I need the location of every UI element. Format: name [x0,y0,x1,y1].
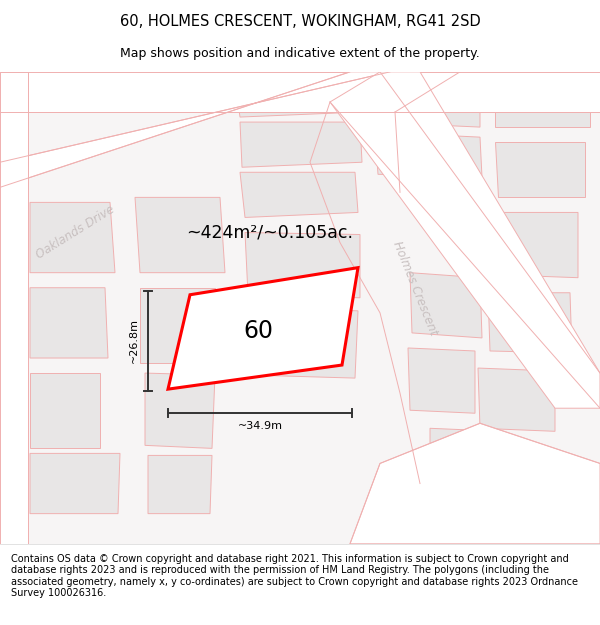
Polygon shape [495,82,590,127]
Polygon shape [478,368,555,431]
Polygon shape [488,292,572,353]
Polygon shape [30,453,120,514]
Polygon shape [135,198,225,272]
Text: ~26.8m: ~26.8m [129,319,139,364]
Text: Holmes Crescent: Holmes Crescent [390,239,440,337]
Polygon shape [410,272,482,338]
Polygon shape [235,82,360,117]
Polygon shape [148,456,212,514]
Text: 60: 60 [243,319,273,343]
Polygon shape [30,373,100,448]
Text: ~34.9m: ~34.9m [238,421,283,431]
Polygon shape [370,82,480,127]
Polygon shape [250,308,358,378]
Polygon shape [30,82,120,107]
Polygon shape [30,202,115,272]
Polygon shape [0,72,28,544]
Polygon shape [350,423,600,544]
Polygon shape [0,72,390,188]
Polygon shape [330,72,600,408]
Text: ~424m²/~0.105ac.: ~424m²/~0.105ac. [187,224,353,241]
Text: Oaklands Drive: Oaklands Drive [34,203,116,262]
Polygon shape [245,232,360,298]
Polygon shape [492,213,578,278]
Polygon shape [240,122,362,168]
Polygon shape [140,288,215,363]
Polygon shape [408,348,475,413]
Polygon shape [375,132,482,178]
Polygon shape [0,72,600,112]
Polygon shape [430,428,500,489]
Polygon shape [495,142,585,198]
Polygon shape [130,82,215,102]
Text: 60, HOLMES CRESCENT, WOKINGHAM, RG41 2SD: 60, HOLMES CRESCENT, WOKINGHAM, RG41 2SD [119,14,481,29]
Polygon shape [0,72,600,544]
Text: Contains OS data © Crown copyright and database right 2021. This information is : Contains OS data © Crown copyright and d… [11,554,578,598]
Polygon shape [30,288,108,358]
Polygon shape [145,373,215,448]
Polygon shape [168,268,358,389]
Polygon shape [240,173,358,218]
Text: Map shows position and indicative extent of the property.: Map shows position and indicative extent… [120,48,480,61]
